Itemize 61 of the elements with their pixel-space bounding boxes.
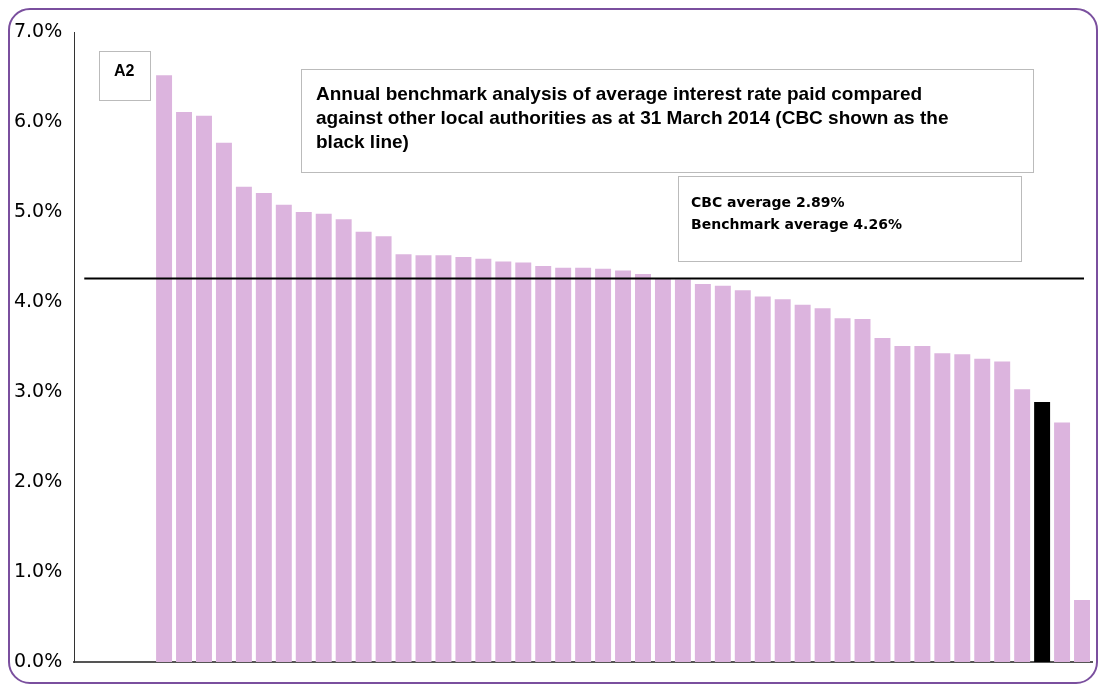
- bar: [575, 267, 592, 662]
- bar: [215, 142, 232, 662]
- y-tick-label: 7.0%: [13, 18, 63, 41]
- bar: [295, 212, 312, 662]
- y-tick-label: 1.0%: [13, 558, 63, 581]
- y-tick-label: 0.0%: [13, 648, 63, 671]
- label-frame: A2: [99, 51, 151, 101]
- annotation: CBC average 2.89%: [691, 193, 846, 212]
- bar: [674, 279, 691, 662]
- bar: [555, 267, 572, 662]
- bar: [814, 308, 831, 662]
- bar: [615, 270, 632, 662]
- y-tick-label: 6.0%: [13, 108, 63, 131]
- annotation: Benchmark average 4.26%: [691, 215, 903, 234]
- bar: [156, 75, 173, 662]
- bar: [475, 258, 492, 662]
- bar: [714, 285, 731, 662]
- y-tick-label: 4.0%: [13, 288, 63, 311]
- bar: [1054, 422, 1071, 662]
- bar: [934, 353, 951, 662]
- bar: [176, 112, 193, 662]
- bar: [275, 204, 292, 662]
- bar: [235, 186, 252, 662]
- bar: [395, 254, 412, 662]
- bar: [315, 213, 332, 662]
- bar: [834, 318, 851, 662]
- bar: [854, 319, 871, 662]
- bar: [1014, 389, 1031, 662]
- y-tick-label: 5.0%: [13, 198, 63, 221]
- title-frame: Annual benchmark analysis of average interest rate paid compared against other local authorities as at 31 March 2014 (CBC shown as the black line): [301, 69, 1034, 173]
- bar: [994, 361, 1011, 662]
- bar: [415, 255, 432, 662]
- bar: [455, 257, 472, 662]
- bar: [694, 284, 711, 662]
- bar: [535, 266, 552, 662]
- bar: [654, 278, 671, 662]
- bar: [595, 268, 612, 662]
- y-tick-label: 2.0%: [13, 468, 63, 491]
- bar: [355, 231, 372, 662]
- bar: [1074, 599, 1090, 662]
- bar: [874, 338, 891, 662]
- bar: [1034, 401, 1051, 662]
- note-frame: CBC average 2.89% Benchmark average 4.26%: [678, 176, 1022, 262]
- bar: [515, 262, 532, 662]
- bar: [495, 261, 512, 662]
- bar: [914, 346, 931, 662]
- bar: [635, 274, 651, 662]
- bar: [774, 299, 791, 662]
- bar: [734, 290, 751, 662]
- bar: [894, 346, 911, 662]
- bar: [435, 255, 452, 662]
- bar: [754, 296, 771, 662]
- bar: [375, 236, 392, 662]
- y-tick-label: 3.0%: [13, 378, 63, 401]
- bar: [794, 304, 811, 662]
- bar: [196, 115, 212, 662]
- annotation: A2: [114, 62, 135, 79]
- bar: [954, 354, 971, 662]
- bar: [974, 358, 991, 662]
- bar: [255, 193, 272, 662]
- bar: [335, 219, 352, 662]
